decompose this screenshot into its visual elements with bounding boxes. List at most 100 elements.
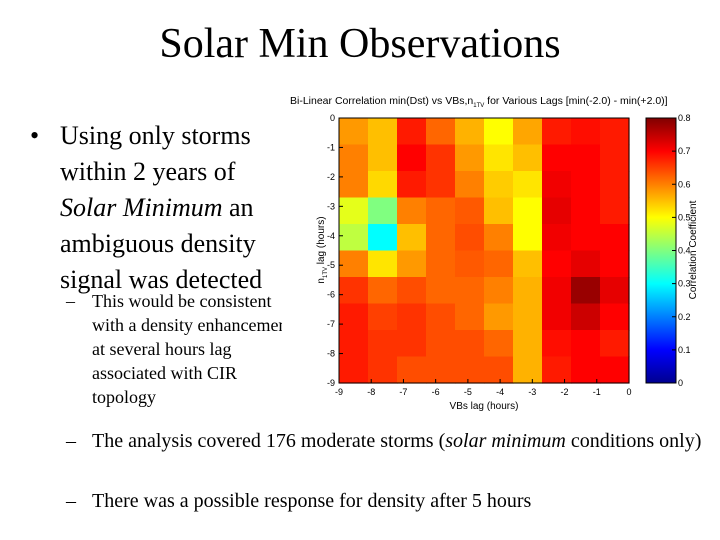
heatmap-cell	[571, 277, 601, 305]
heatmap-cell	[426, 144, 456, 172]
heatmap-cell	[455, 330, 485, 358]
heatmap-cell	[455, 224, 485, 252]
colorbar-tick-label: 0.7	[678, 146, 691, 156]
heatmap-cell	[484, 197, 514, 225]
heatmap-cell	[484, 250, 514, 278]
heatmap-cell	[513, 224, 543, 252]
heatmap-cell	[600, 118, 630, 146]
heatmap-cell	[600, 144, 630, 172]
y-tick-label: -7	[327, 319, 335, 329]
heatmap-cells	[339, 118, 630, 384]
colorbar-tick-label: 0.2	[678, 312, 691, 322]
chart-title-start: Bi-Linear Correlation min(Dst) vs VBs,n	[290, 95, 473, 107]
sub2-italic: solar minimum	[445, 430, 566, 452]
colorbar	[645, 117, 677, 384]
heatmap-cell	[600, 250, 630, 278]
chart-title-subscript: 1TV	[473, 103, 484, 109]
heatmap-cell	[513, 277, 543, 305]
heatmap-cell	[484, 171, 514, 199]
heatmap-cell	[455, 144, 485, 172]
heatmap-cell	[542, 224, 572, 252]
y-axis-label: n1TV lag (hours)	[316, 216, 329, 283]
y-tick-label: -3	[327, 201, 335, 211]
heatmap-cell	[513, 118, 543, 146]
heatmap-cell	[426, 277, 456, 305]
y-tick-label: -1	[327, 142, 335, 152]
heatmap-cell	[542, 171, 572, 199]
heatmap-cell	[600, 224, 630, 252]
heatmap-cell	[571, 330, 601, 358]
chart-title-end: for Various Lags [min(-2.0) - min(+2.0)]	[484, 95, 667, 107]
heatmap-cell	[339, 171, 369, 199]
heatmap-cell	[455, 197, 485, 225]
heatmap-cell	[542, 356, 572, 384]
y-tick-label: -8	[327, 349, 335, 359]
heatmap-cell	[368, 197, 398, 225]
y-tick-label: -2	[327, 172, 335, 182]
heatmap-cell	[484, 144, 514, 172]
colorbar-ticks: 0.8 0.7 0.6 0.5 0.4 0.3 0.2 0.1 0	[672, 113, 691, 388]
correlation-heatmap-chart: Bi-Linear Correlation min(Dst) vs VBs,n1…	[282, 88, 702, 418]
heatmap-cell	[455, 118, 485, 146]
heatmap-cell	[484, 303, 514, 331]
heatmap-cell	[368, 118, 398, 146]
heatmap-cell	[426, 197, 456, 225]
y-tick-label: -4	[327, 231, 335, 241]
chart-title: Bi-Linear Correlation min(Dst) vs VBs,n1…	[290, 95, 668, 109]
colorbar-tick-label: 0.6	[678, 179, 691, 189]
heatmap-cell	[484, 224, 514, 252]
heatmap-cell	[426, 330, 456, 358]
heatmap-cell	[368, 277, 398, 305]
colorbar-tick-label: 0	[678, 378, 683, 388]
x-tick-label: 0	[626, 387, 631, 397]
heatmap-cell	[571, 118, 601, 146]
heatmap-cell	[484, 118, 514, 146]
heatmap-cell	[368, 250, 398, 278]
heatmap-cell	[571, 197, 601, 225]
x-tick-label: -7	[399, 387, 407, 397]
heatmap-cell	[455, 356, 485, 384]
heatmap-cell	[397, 277, 427, 305]
heatmap-cell	[339, 303, 369, 331]
heatmap-cell	[455, 250, 485, 278]
heatmap-cell	[571, 356, 601, 384]
colorbar-tick-label: 0.4	[678, 246, 691, 256]
sub-bullet-response: – There was a possible response for dens…	[66, 487, 706, 515]
heatmap-cell	[571, 171, 601, 199]
sub-bullet-text: The analysis covered 176 moderate storms…	[92, 427, 706, 455]
heatmap-cell	[426, 171, 456, 199]
y-tick-label: -9	[327, 378, 335, 388]
heatmap-cell	[513, 250, 543, 278]
heatmap-cell	[513, 171, 543, 199]
heatmap-cell	[426, 250, 456, 278]
heatmap-cell	[397, 118, 427, 146]
heatmap-cell	[339, 224, 369, 252]
sub2-text-end: conditions only)	[565, 430, 702, 452]
heatmap-cell	[397, 171, 427, 199]
heatmap-cell	[513, 197, 543, 225]
heatmap-cell	[600, 356, 630, 384]
heatmap-cell	[600, 330, 630, 358]
heatmap-cell	[397, 250, 427, 278]
heatmap-cell	[339, 250, 369, 278]
heatmap-cell	[513, 356, 543, 384]
dash-marker: –	[66, 430, 76, 452]
heatmap-cell	[339, 144, 369, 172]
y-axis-label-end: lag (hours)	[316, 216, 327, 267]
sub-bullet-analysis: – The analysis covered 176 moderate stor…	[66, 427, 706, 455]
main-bullet: • Using only storms within 2 years of So…	[30, 118, 292, 298]
main-bullet-text: Using only storms within 2 years of Sola…	[60, 118, 292, 298]
heatmap-cell	[542, 277, 572, 305]
main-bullet-italic: Solar Minimum	[60, 193, 223, 222]
heatmap-cell	[600, 277, 630, 305]
x-tick-label: -3	[528, 387, 536, 397]
y-axis-ticks: 0 -1 -2 -3 -4 -5 -6 -7 -8 -9	[327, 113, 343, 388]
bullet-marker: •	[30, 121, 40, 150]
heatmap-cell	[339, 277, 369, 305]
sub-bullet-text: This would be consistent with a density …	[92, 291, 293, 407]
heatmap-cell	[397, 303, 427, 331]
heatmap-cell	[571, 144, 601, 172]
heatmap-cell	[484, 356, 514, 384]
heatmap-cell	[426, 356, 456, 384]
heatmap-cell	[368, 144, 398, 172]
